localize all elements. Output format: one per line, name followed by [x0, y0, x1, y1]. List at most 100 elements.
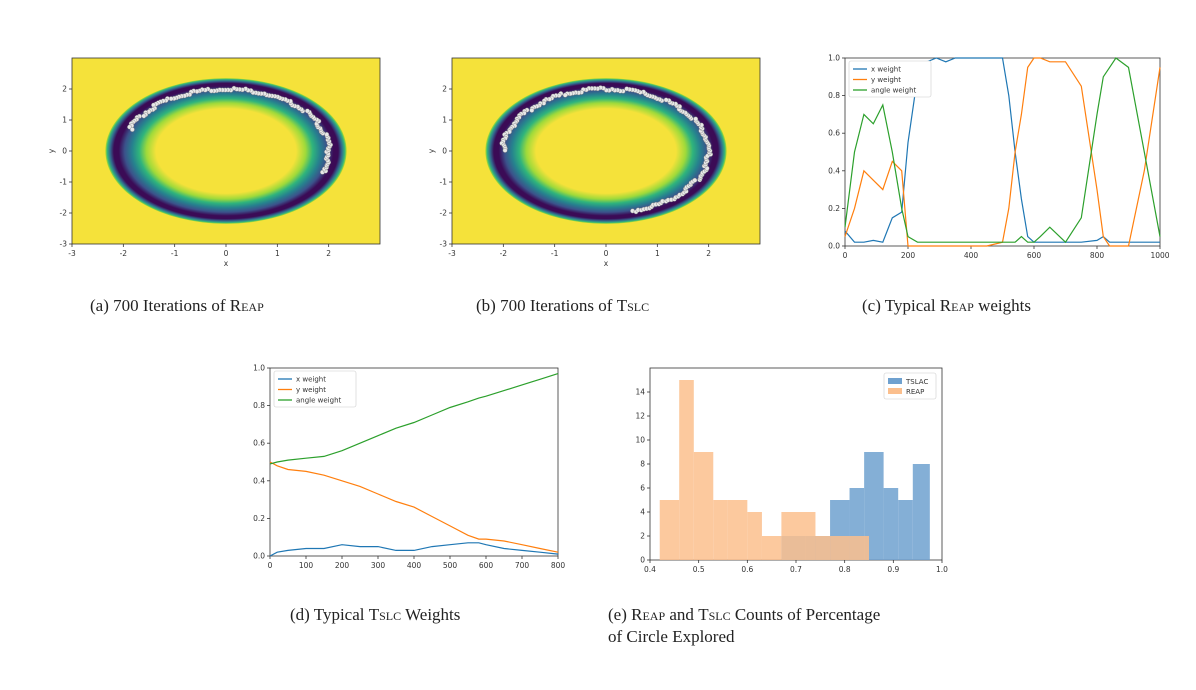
- x-tick-label: 1.0: [936, 565, 948, 574]
- x-tick-label: -1: [171, 249, 179, 258]
- histogram-bar-reap: [693, 452, 714, 560]
- y-tick-label: -2: [440, 209, 448, 218]
- series-line-x-weight: [269, 542, 559, 557]
- y-tick-label: 0.2: [253, 514, 265, 523]
- histogram-bar-reap: [761, 536, 782, 560]
- y-tick-label: 0.6: [828, 129, 840, 138]
- y-tick-label: 0: [62, 147, 67, 156]
- y-tick-label: 0.8: [253, 401, 265, 410]
- x-tick-label: 400: [964, 251, 979, 260]
- y-tick-label: 1: [62, 116, 67, 125]
- x-tick-label: 600: [1027, 251, 1042, 260]
- caption-e-line2: of Circle Explored: [608, 627, 735, 646]
- y-tick-label: 0.4: [828, 166, 840, 175]
- x-tick-label: 200: [335, 561, 350, 570]
- sample-point: [692, 177, 698, 183]
- x-tick-label: 500: [443, 561, 458, 570]
- sample-point: [663, 97, 669, 103]
- y-tick-label: 8: [640, 460, 645, 469]
- histogram-bar-reap: [796, 512, 816, 560]
- x-tick-label: 200: [901, 251, 916, 260]
- caption-c: (c) Typical Reap weights: [862, 296, 1031, 315]
- histogram-bar-reap: [815, 536, 831, 560]
- y-tick-label: 0.6: [253, 439, 265, 448]
- histogram-bar-reap: [659, 500, 680, 560]
- legend-label: x weight: [871, 66, 901, 74]
- sample-point: [129, 127, 135, 132]
- x-tick-label: -1: [551, 249, 559, 258]
- histogram-bar-tslac: [898, 500, 913, 560]
- histogram-bar-reap: [727, 500, 748, 560]
- x-tick-label: 2: [706, 249, 711, 258]
- legend-label: TSLAC: [905, 378, 928, 386]
- x-tick-label: 0.8: [839, 565, 851, 574]
- series-line-y-weight: [269, 461, 559, 553]
- y-tick-label: 2: [640, 532, 645, 541]
- y-tick-label: 0.2: [828, 204, 840, 213]
- x-tick-label: 0: [268, 561, 273, 570]
- scatter-plot-tslc: -3 -2 -1 0 1 2 -3 -2 -1 0 1 2 x y: [427, 57, 761, 268]
- x-tick-label: 800: [1090, 251, 1105, 260]
- histogram-bar-tslac: [883, 488, 899, 560]
- x-tick-label: 700: [515, 561, 530, 570]
- y-tick-label: -1: [60, 178, 68, 187]
- y-tick-label: 0: [640, 556, 645, 565]
- x-tick-label: 1: [275, 249, 280, 258]
- x-axis-label: x: [604, 259, 609, 268]
- x-tick-label: -3: [448, 249, 456, 258]
- y-axis-label: y: [427, 148, 436, 153]
- histogram-circle-explored: 0.4 0.5 0.6 0.7 0.8 0.9 1.0 0 2 4 6 8 10 12 14 TSLAC REA…: [635, 367, 948, 574]
- y-tick-label: 0.8: [828, 91, 840, 100]
- y-tick-label: 14: [635, 388, 645, 397]
- y-tick-label: 0.0: [253, 552, 265, 561]
- legend-label: angle weight: [296, 397, 342, 405]
- histogram-bar-reap: [781, 512, 796, 560]
- y-tick-label: 4: [640, 508, 645, 517]
- caption-d: (d) Typical Tslc Weights: [290, 605, 461, 624]
- x-tick-label: 0.9: [887, 565, 899, 574]
- energy-ring: [105, 78, 347, 224]
- x-tick-label: 400: [407, 561, 422, 570]
- x-tick-label: 0.4: [644, 565, 656, 574]
- sample-point: [141, 113, 147, 119]
- caption-b: (b) 700 Iterations of Tslc: [476, 296, 650, 315]
- x-tick-label: -2: [120, 249, 128, 258]
- legend-swatch: [888, 388, 902, 394]
- y-tick-label: -3: [60, 240, 68, 249]
- x-tick-label: 600: [479, 561, 494, 570]
- scatter-plot-reap: -3 -2 -1 0 1 2 -3 -2 -1 0 1 2 x y: [47, 57, 381, 268]
- caption-a: (a) 700 Iterations of Reap: [90, 296, 264, 315]
- y-tick-label: 2: [442, 85, 447, 94]
- histogram-bar-reap: [747, 512, 762, 560]
- x-tick-label: 100: [299, 561, 314, 570]
- y-tick-label: 0: [442, 147, 447, 156]
- y-tick-label: 12: [635, 412, 645, 421]
- sample-point: [624, 86, 630, 92]
- y-tick-label: 10: [635, 436, 645, 445]
- x-tick-label: -3: [68, 249, 76, 258]
- series-line-x-weight: [844, 57, 1160, 243]
- y-tick-label: 2: [62, 85, 67, 94]
- energy-ring: [485, 78, 727, 224]
- sample-point: [562, 92, 568, 98]
- histogram-bar-tslac: [864, 452, 884, 560]
- line-chart-tslc-weights: 0 100 200 300 400 500 600 700 800 0.0 0.2 0.4 0.6 0.8…: [253, 364, 565, 571]
- legend-label: y weight: [871, 76, 901, 84]
- sample-point: [304, 108, 310, 114]
- x-tick-label: 0.6: [741, 565, 753, 574]
- y-tick-label: -3: [440, 240, 448, 249]
- x-tick-label: -2: [500, 249, 508, 258]
- histogram-bar-reap: [830, 536, 850, 560]
- x-axis-label: x: [224, 259, 229, 268]
- x-tick-label: 1: [655, 249, 660, 258]
- y-tick-label: 1.0: [253, 364, 265, 373]
- y-tick-label: 0.0: [828, 242, 840, 251]
- y-tick-label: 6: [640, 484, 645, 493]
- series-line-angle-weight: [844, 57, 1161, 244]
- sample-point: [693, 116, 699, 122]
- histogram-bar-tslac: [912, 464, 930, 560]
- x-tick-label: 0: [843, 251, 848, 260]
- x-tick-label: 0: [604, 249, 609, 258]
- x-tick-label: 2: [326, 249, 331, 258]
- x-tick-label: 1000: [1150, 251, 1169, 260]
